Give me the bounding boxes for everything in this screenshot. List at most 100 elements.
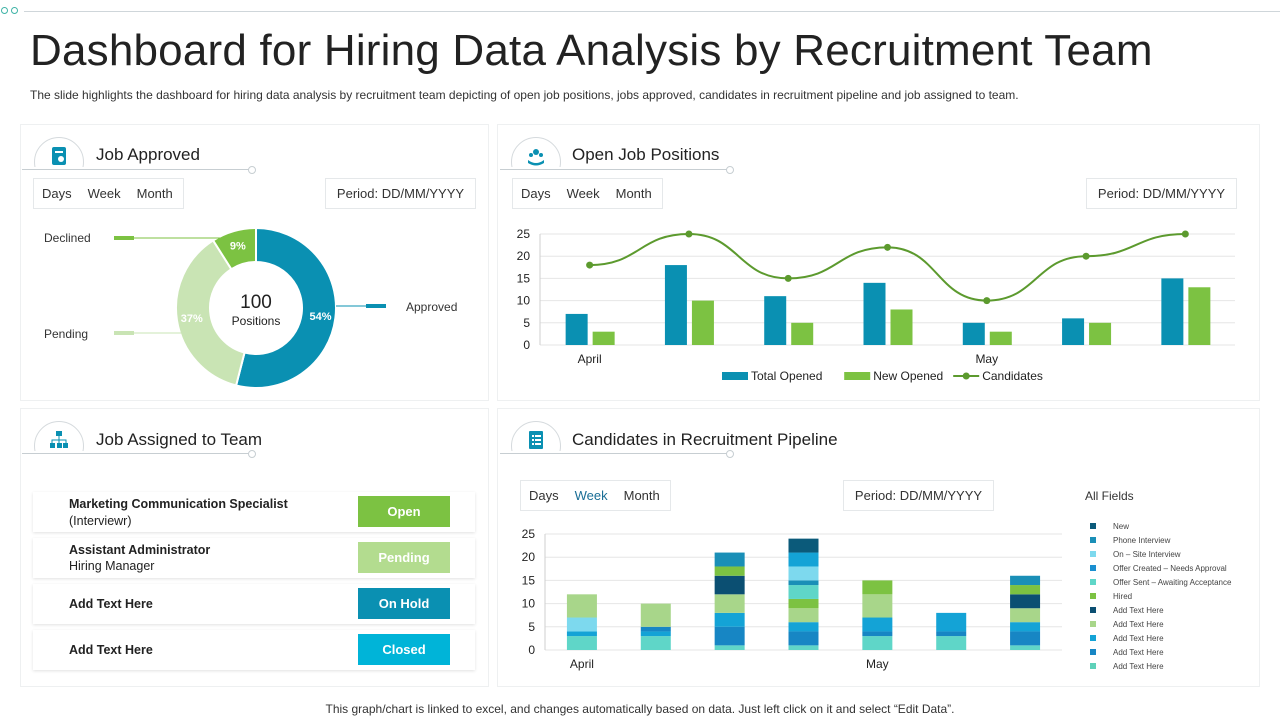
declined-swatch — [114, 236, 134, 240]
decor-dot — [1, 7, 8, 14]
table-row: Add Text Here Closed — [33, 630, 475, 670]
bar — [1062, 318, 1085, 345]
y-tick-label: 0 — [528, 643, 535, 657]
stack-segment — [788, 631, 819, 646]
tab-week[interactable]: Week — [566, 186, 600, 201]
bar — [565, 313, 588, 345]
stack-segment — [862, 636, 893, 650]
tab-days[interactable]: Days — [529, 488, 559, 503]
job-approved-period-tabs: Days Week Month — [33, 178, 184, 209]
legend-swatch — [1090, 649, 1096, 655]
open-jobs-chart: 0 5 10 15 20 25 April May Total Opened New Opened… — [517, 227, 1235, 383]
stack-segment — [788, 622, 819, 632]
stack-segment — [1010, 594, 1041, 609]
y-tick-label: 0 — [523, 338, 530, 352]
tab-month[interactable]: Month — [623, 488, 660, 503]
top-divider — [24, 11, 1280, 12]
page-title: Dashboard for Hiring Data Analysis by Re… — [30, 26, 1153, 75]
legend-label: Total Opened — [751, 369, 822, 383]
x-tick-label: April — [570, 657, 594, 671]
pending-swatch — [114, 331, 134, 335]
legend-swatch — [1090, 579, 1096, 585]
legend-item: Phone Interview — [1090, 534, 1170, 546]
label-approved: Approved — [406, 300, 457, 314]
table-row: Marketing Communication Specialist (Inte… — [33, 492, 475, 532]
line-point — [685, 230, 693, 238]
legend-item: On – Site Interview — [1090, 548, 1181, 560]
legend-swatch — [1090, 523, 1096, 529]
legend-swatch — [844, 372, 871, 380]
donut-slice — [234, 226, 337, 389]
job-name: Assistant Administrator — [69, 543, 211, 557]
legend-item: Add Text Here — [1090, 618, 1164, 630]
tab-week[interactable]: Week — [87, 186, 121, 201]
legend-title: All Fields — [1085, 489, 1134, 503]
legend-item: Add Text Here — [1090, 632, 1164, 644]
line-point — [1181, 230, 1189, 238]
stack-segment — [714, 612, 745, 627]
stack-segment — [862, 617, 893, 632]
x-tick-label: May — [975, 352, 998, 366]
line-point — [983, 297, 991, 305]
pipeline-title: Candidates in Recruitment Pipeline — [572, 430, 838, 449]
slice-label: 37% — [181, 313, 203, 325]
job-role: (Interviewr) — [69, 514, 132, 528]
title-underline — [500, 450, 734, 458]
legend-swatch — [962, 372, 970, 380]
status-badge[interactable]: Open — [358, 496, 450, 527]
y-tick-label: 5 — [523, 316, 530, 330]
line-point — [784, 274, 792, 282]
legend-label: Add Text Here — [1113, 647, 1164, 657]
legend-label: New — [1113, 521, 1130, 531]
slice-label: 9% — [230, 241, 246, 253]
open-jobs-panel — [497, 124, 1260, 401]
stack-segment — [788, 598, 819, 609]
legend-label: Hired — [1113, 591, 1133, 601]
stack-segment — [788, 585, 819, 599]
pipeline-period-picker[interactable]: Period: DD/MM/YYYY — [843, 480, 994, 511]
stack-segment — [788, 552, 819, 567]
tab-month[interactable]: Month — [615, 186, 652, 201]
legend-label: Add Text Here — [1113, 661, 1164, 671]
legend-swatch — [1090, 663, 1096, 669]
job-approved-period-picker[interactable]: Period: DD/MM/YYYY — [325, 178, 476, 209]
tab-days[interactable]: Days — [521, 186, 551, 201]
stack-segment — [714, 626, 745, 646]
stack-segment — [862, 631, 893, 637]
tab-month[interactable]: Month — [136, 186, 173, 201]
bar — [1188, 287, 1211, 345]
job-name: Marketing Communication Specialist — [69, 497, 288, 511]
stack-segment — [640, 626, 671, 632]
stack-segment — [1010, 631, 1041, 646]
y-tick-label: 20 — [522, 550, 536, 564]
status-badge[interactable]: Pending — [358, 542, 450, 573]
stack-segment — [936, 636, 967, 650]
stack-segment — [788, 645, 819, 650]
tab-week[interactable]: Week — [574, 488, 608, 503]
label-pending: Pending — [44, 327, 88, 341]
legend-label: On – Site Interview — [1113, 549, 1181, 559]
y-tick-label: 10 — [517, 294, 531, 308]
open-jobs-period-tabs: Days Week Month — [512, 178, 663, 209]
table-row: Assistant Administrator Hiring Manager P… — [33, 538, 475, 578]
job-approved-title: Job Approved — [96, 145, 200, 164]
status-badge[interactable]: On Hold — [358, 588, 450, 619]
stack-segment — [714, 645, 745, 650]
job-assigned-title: Job Assigned to Team — [96, 430, 263, 449]
status-badge[interactable]: Closed — [358, 634, 450, 665]
stack-segment — [1010, 575, 1041, 586]
donut-center-label: Positions — [232, 314, 281, 328]
stack-segment — [936, 631, 967, 637]
bar — [664, 265, 687, 345]
open-jobs-period-picker[interactable]: Period: DD/MM/YYYY — [1086, 178, 1237, 209]
stack-segment — [788, 580, 819, 586]
job-role: Hiring Manager — [69, 559, 155, 573]
bar — [962, 322, 985, 345]
legend-item: Hired — [1090, 590, 1132, 602]
legend-label: Phone Interview — [1113, 535, 1171, 545]
title-underline — [500, 166, 734, 174]
legend-swatch — [1090, 551, 1096, 557]
legend-label: Add Text Here — [1113, 633, 1164, 643]
footer-note: This graph/chart is linked to excel, and… — [325, 702, 955, 716]
tab-days[interactable]: Days — [42, 186, 72, 201]
